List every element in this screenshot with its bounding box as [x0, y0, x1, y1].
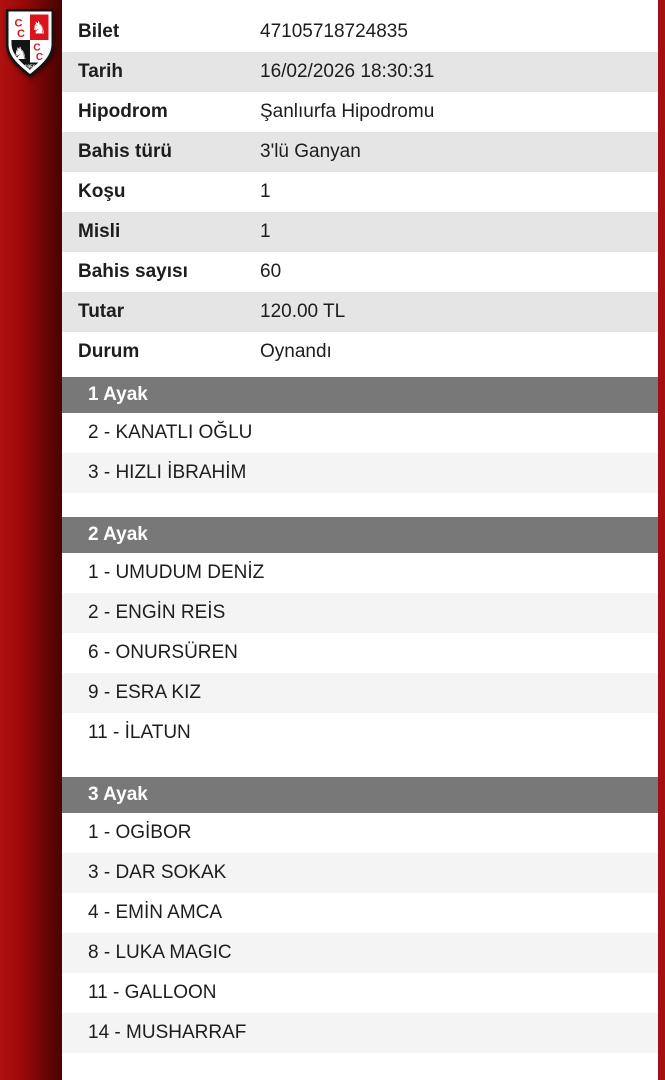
horse-list-item: 2 - ENGİN REİS: [62, 593, 658, 633]
horse-list-item: 2 - KANATLI OĞLU: [88, 422, 253, 443]
horse-list-item: 1 - OGİBOR: [88, 822, 192, 843]
detail-value: 1: [260, 221, 271, 242]
crest-tip-band: [11, 62, 49, 70]
horse-list-item: 11 - GALLOON: [88, 982, 217, 1003]
right-rail: [658, 0, 665, 1080]
tjk-crest-icon: C C C C ♞ ♞ 1950: [6, 9, 54, 78]
horseshoe-c-icon: C: [36, 52, 43, 63]
detail-label: Koşu: [78, 181, 126, 202]
ticket-content: Bilet 47105718724835 Tarih 16/02/2026 18…: [62, 0, 658, 1080]
leg-section-3: 3 Ayak 1 - OGİBOR 3 - DAR SOKAK 4 - EMİN…: [62, 777, 658, 1053]
detail-label: Bahis sayısı: [78, 261, 188, 282]
horse-list-item: 3 - HIZLI İBRAHİM: [62, 453, 658, 493]
horse-list-item: 6 - ONURSÜREN: [88, 642, 238, 663]
horse-head-icon: ♞: [31, 19, 46, 38]
detail-value: 60: [260, 261, 282, 282]
detail-row-tutar: Tutar 120.00 TL: [62, 292, 658, 332]
horse-list-item: 1 - UMUDUM DENİZ: [88, 562, 265, 583]
detail-label: Hipodrom: [78, 101, 168, 122]
leg-header: 1 Ayak: [62, 377, 658, 413]
leg-section-1: 1 Ayak 2 - KANATLI OĞLU 3 - HIZLI İBRAHİ…: [62, 377, 658, 493]
detail-value: 1: [260, 181, 271, 202]
detail-value: Şanlıurfa Hipodromu: [260, 101, 435, 122]
detail-label: Misli: [78, 221, 121, 242]
detail-value: 47105718724835: [260, 21, 408, 42]
detail-row-durum: Durum Oynandı: [62, 332, 658, 372]
horseshoe-c-icon: C: [15, 18, 23, 30]
logo-year: 1950: [24, 65, 35, 71]
detail-label: Tarih: [78, 61, 124, 82]
detail-row-bahis-sayisi: Bahis sayısı 60: [62, 252, 658, 292]
leg-header: 2 Ayak: [62, 517, 658, 553]
detail-row-tarih: Tarih 16/02/2026 18:30:31: [62, 52, 658, 92]
horse-list-item: 11 - İLATUN: [88, 722, 191, 743]
leg-section-2: 2 Ayak 1 - UMUDUM DENİZ 2 - ENGİN REİS 6…: [62, 517, 658, 753]
detail-value: 120.00 TL: [260, 301, 346, 322]
detail-value: 16/02/2026 18:30:31: [260, 61, 435, 82]
crest-quadrant-tr: [30, 14, 49, 40]
detail-label: Tutar: [78, 301, 125, 322]
detail-label: Durum: [78, 341, 140, 362]
detail-row-misli: Misli 1: [62, 212, 658, 252]
tjk-logo: C C C C ♞ ♞ 1950: [3, 7, 57, 81]
detail-row-kosu: Koşu 1: [62, 172, 658, 212]
horse-list-item: 3 - DAR SOKAK: [62, 853, 658, 893]
detail-row-bilet: Bilet 47105718724835: [62, 12, 658, 52]
detail-row-bahis-turu: Bahis türü 3'lü Ganyan: [62, 132, 658, 172]
horse-list-item: 4 - EMİN AMCA: [88, 902, 223, 923]
detail-value: 3'lü Ganyan: [260, 141, 361, 162]
horseshoe-c-icon: C: [17, 28, 25, 40]
detail-label: Bilet: [78, 21, 120, 42]
ticket-details-table: Bilet 47105718724835 Tarih 16/02/2026 18…: [62, 12, 658, 372]
detail-value: Oynandı: [260, 341, 332, 362]
detail-label: Bahis türü: [78, 141, 172, 162]
horseshoe-c-icon: C: [33, 43, 40, 54]
detail-row-hipodrom: Hipodrom Şanlıurfa Hipodromu: [62, 92, 658, 132]
leg-header: 3 Ayak: [62, 777, 658, 813]
left-rail: C C C C ♞ ♞ 1950: [0, 0, 62, 1080]
horse-list-item: 8 - LUKA MAGIC: [62, 933, 658, 973]
horse-list-item: 9 - ESRA KIZ: [62, 673, 658, 713]
crest-quadrant-tl: [11, 14, 30, 40]
horse-list-item: 14 - MUSHARRAF: [62, 1013, 658, 1053]
